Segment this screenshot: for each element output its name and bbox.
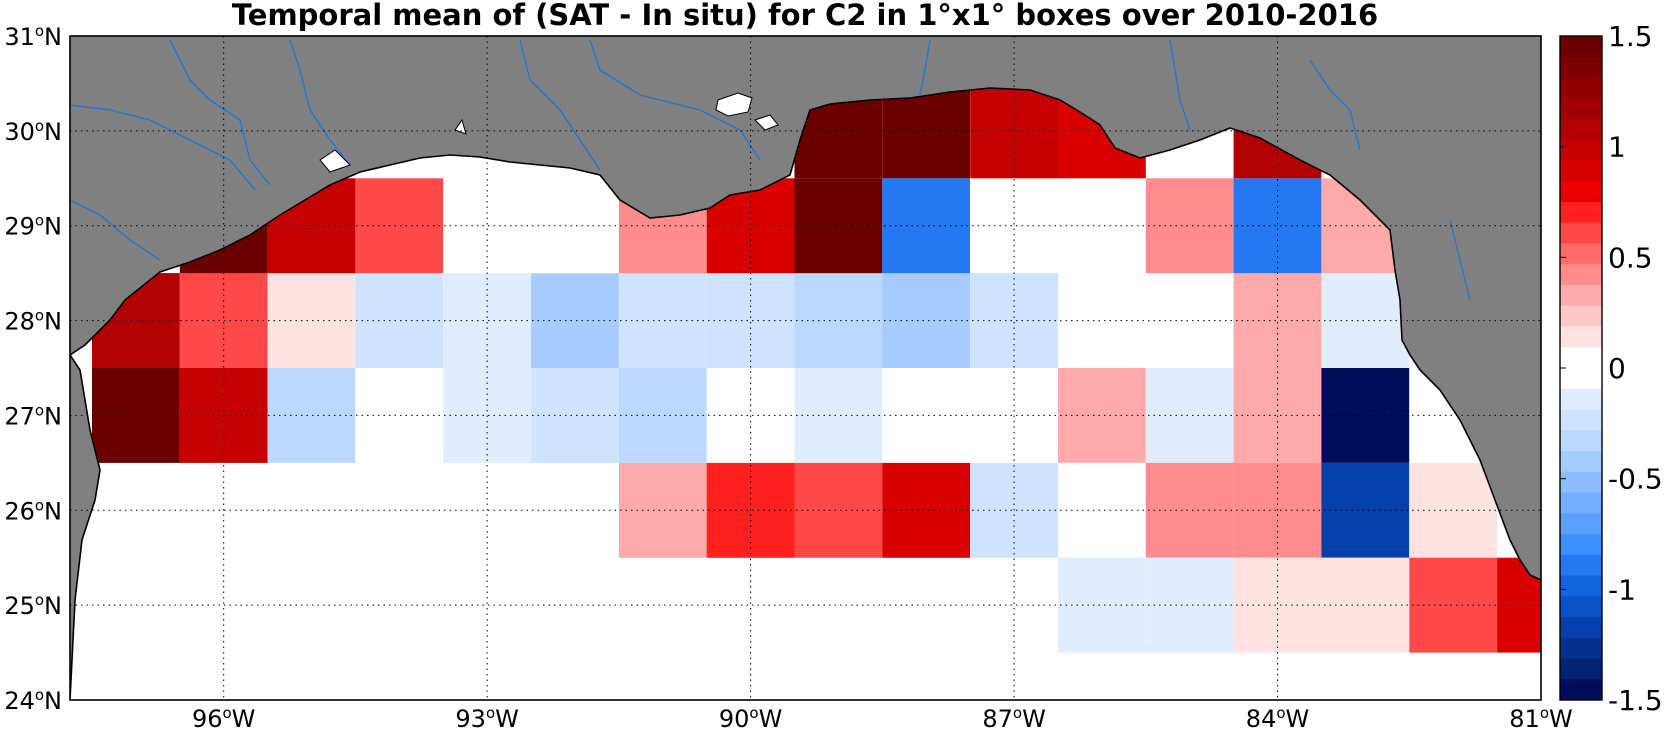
coastline-texas: [70, 354, 101, 700]
colorbar-tick-label: 0.5: [1608, 241, 1653, 274]
colorbar-segment: [1560, 679, 1602, 701]
river-5: [519, 39, 601, 171]
lat-tick-label: 28oN: [4, 307, 62, 336]
colorbar-segment: [1560, 264, 1602, 286]
colorbar-segment: [1560, 658, 1602, 680]
heatmap-cell: [882, 368, 971, 463]
colorbar-segment: [1560, 430, 1602, 452]
heatmap-cell: [882, 462, 971, 558]
lon-tick-label: 93oW: [455, 704, 518, 730]
coastline-path: [70, 87, 1541, 581]
lon-tick-label: 81oW: [1509, 704, 1572, 730]
colorbar-segment: [1560, 575, 1602, 597]
river-lines: [70, 39, 1471, 301]
colorbar-tick-label: 1: [1608, 131, 1626, 164]
coastline: [70, 87, 1541, 700]
heatmap-cell: [1058, 557, 1146, 653]
colorbar-segment: [1560, 56, 1602, 78]
colorbar-tick-label: 1.5: [1608, 20, 1653, 53]
river-6: [589, 39, 761, 161]
heatmap-cell: [1058, 368, 1146, 463]
colorbar-segment: [1560, 368, 1602, 390]
lake-pontchartrain: [715, 92, 753, 117]
heatmap-cell: [267, 368, 356, 463]
colorbar-segment: [1560, 388, 1602, 410]
grid-lines: [70, 36, 1541, 700]
colorbar-segment: [1560, 77, 1602, 99]
colorbar-segment: [1560, 326, 1602, 348]
lat-tick-label: 25oN: [4, 591, 62, 620]
river-2: [70, 104, 256, 191]
river-3: [289, 39, 351, 166]
colorbar-segment: [1560, 181, 1602, 203]
heatmap-cell: [355, 178, 444, 274]
colorbar-segment: [1560, 492, 1602, 514]
heatmap-cell: [92, 368, 180, 463]
colorbar-tick-label: -0.5: [1608, 463, 1663, 496]
colorbar-segment: [1560, 471, 1602, 493]
colorbar-segment: [1560, 160, 1602, 182]
colorbar-segment: [1560, 36, 1602, 58]
colorbar-segment: [1560, 222, 1602, 244]
plot-frame: [69, 35, 1542, 701]
river-9: [1309, 59, 1361, 151]
river-8: [1169, 39, 1191, 131]
colorbar-segment: [1560, 139, 1602, 161]
lake-4: [319, 149, 351, 173]
river-10: [1449, 219, 1471, 301]
colorbar-segment: [1560, 637, 1602, 659]
river-4: [70, 199, 161, 261]
latitude-labels: 24oN 25oN 26oN 27oN 28oN 29oN 30oN 31oN: [4, 22, 62, 715]
colorbar-segment: [1560, 534, 1602, 556]
colorbar-segment: [1560, 451, 1602, 473]
colorbar-labels: 1.5 1 0.5 0 -0.5 -1 -1.5: [1608, 20, 1663, 717]
river-7: [919, 39, 931, 96]
heatmap-cell: [355, 368, 444, 463]
heatmap-cell: [355, 273, 444, 368]
lat-tick-label: 24oN: [4, 686, 62, 715]
colorbar-segment: [1560, 347, 1602, 369]
colorbar-segment: [1560, 243, 1602, 265]
heatmap-cell: [267, 273, 356, 368]
lake-3: [454, 118, 467, 135]
lon-tick-label: 84oW: [1246, 704, 1309, 730]
heatmap-cell: [970, 273, 1058, 368]
colorbar-segment: [1560, 119, 1602, 141]
lat-tick-label: 30oN: [4, 117, 62, 146]
colorbar-segment: [1560, 554, 1602, 576]
lon-tick-label: 96oW: [192, 704, 255, 730]
lon-tick-label: 90oW: [719, 704, 782, 730]
heatmap-cell: [882, 273, 971, 368]
colorbar-tick-label: -1.5: [1608, 684, 1663, 717]
heatmap-cell: [1058, 178, 1146, 274]
lat-tick-label: 27oN: [4, 401, 62, 430]
colorbar-segment: [1560, 285, 1602, 307]
colorbar-segment: [1560, 305, 1602, 327]
lat-tick-label: 29oN: [4, 212, 62, 241]
heatmap-cell: [1058, 273, 1146, 368]
lat-tick-label: 31oN: [4, 22, 62, 51]
lake-2: [754, 114, 779, 131]
map-title: Temporal mean of (SAT - In situ) for C2 …: [231, 0, 1379, 32]
heatmap-cell: [1058, 462, 1146, 558]
longitude-labels: 96oW 93oW 90oW 87oW 84oW 81oW: [192, 704, 1573, 730]
colorbar-tick-label: 0: [1608, 352, 1626, 385]
land-north-coast: [70, 36, 1541, 580]
colorbar-segment: [1560, 98, 1602, 120]
lat-tick-label: 26oN: [4, 496, 62, 525]
lon-tick-label: 87oW: [982, 704, 1045, 730]
heatmap-cell: [179, 273, 268, 368]
colorbar-segment: [1560, 202, 1602, 224]
colorbar-segment: [1560, 409, 1602, 431]
river-1: [169, 39, 271, 186]
inland-lakes: [319, 92, 779, 173]
colorbar-tick-label: -1: [1608, 573, 1636, 606]
colorbar-segment: [1560, 596, 1602, 618]
heatmap-cell: [882, 178, 971, 274]
colorbar-segment: [1560, 513, 1602, 535]
colorbar-segment: [1560, 617, 1602, 639]
colorbar: [1559, 35, 1603, 701]
